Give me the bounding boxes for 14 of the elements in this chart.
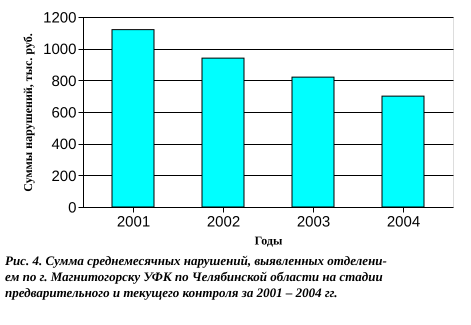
x-tick-label: 2001 — [116, 214, 150, 230]
x-tick-label: 2004 — [386, 214, 420, 230]
x-axis-title: Годы — [254, 234, 283, 248]
y-tick-label: 1200 — [43, 10, 76, 26]
y-axis-title: Суммы нарушений, тыс. руб. — [21, 33, 36, 192]
y-tick-label: 400 — [51, 136, 76, 154]
y-tick-label: 200 — [51, 168, 76, 185]
y-tick-label: 800 — [51, 72, 76, 90]
y-tick-label: 1000 — [43, 41, 76, 58]
x-tick-label: 2003 — [296, 214, 330, 230]
x-tick-label: 2002 — [206, 214, 240, 230]
text: Рис. 4. Сумма среднемесячных нарушений, выявленных отделени- ем по г. Магнитогорску УФК по Челябинской области на стадии предварительного и текущего контроля за 2001 – 2004 гг. — [5, 253, 387, 300]
y-tick-label: 600 — [51, 104, 76, 122]
y-tick-label: 0 — [68, 200, 76, 216]
